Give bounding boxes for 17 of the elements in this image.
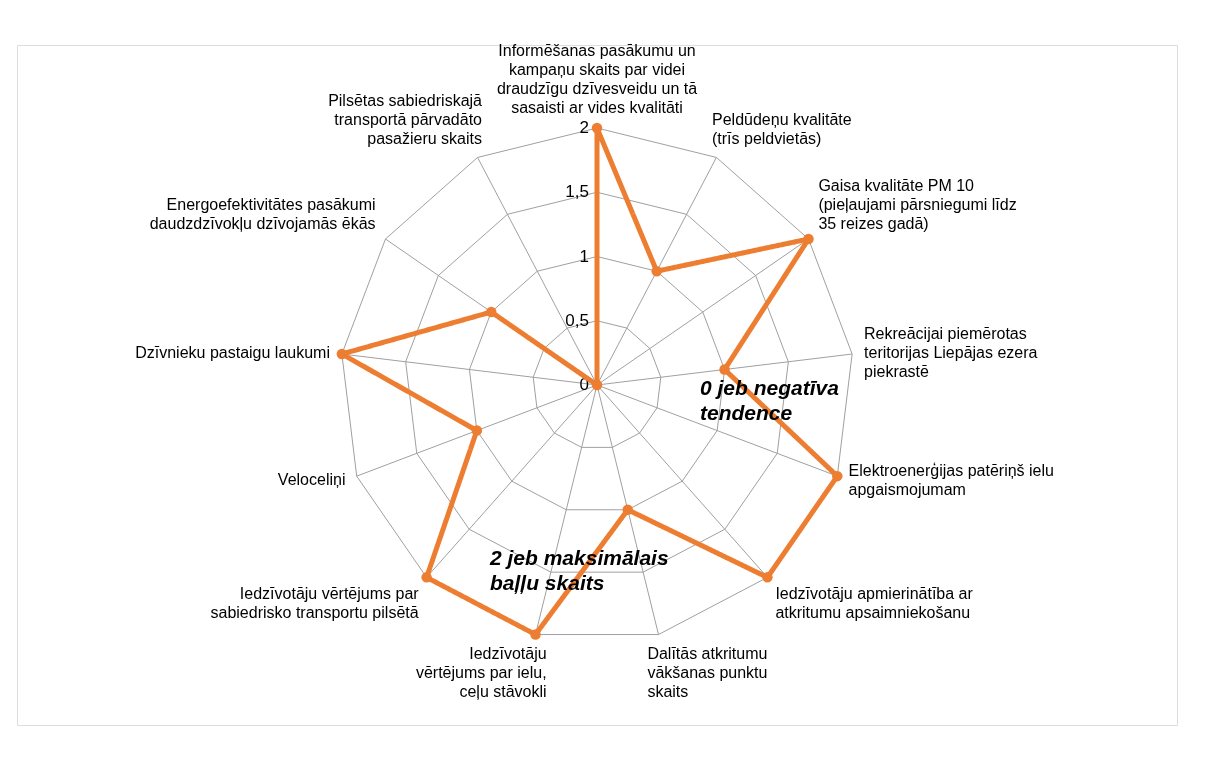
spoke-label: Rekreācijai piemērotas teritorijas Liepājas ezera piekrastē	[864, 324, 1038, 380]
spoke-label: Veloceliņi	[277, 471, 346, 489]
spoke-label: Pilsētas sabiedriskajā transportā pārvadāto pasažieru skaits	[328, 91, 483, 147]
spoke-label: Elektroenerģijas patēriņš ielu apgaismojumam	[848, 461, 1054, 498]
spoke-label: Informēšanas pasākumu un kampaņu skaits par videi draudzīgu dzīvesveidu un tā sasaisti ar vides kvalitāti	[496, 42, 698, 116]
spoke-label: Dzīvnieku pastaigu laukumi	[135, 343, 330, 361]
y-tick-label: 1,5	[565, 182, 589, 202]
spoke-label: Iedzīvotāju vērtējums par ielu, ceļu stāvokli	[415, 645, 547, 701]
y-tick-label: 1	[579, 246, 589, 266]
spoke-label: Gaisa kvalitāte PM 10 (pieļaujami pārsniegumi līdz 35 reizes gadā)	[818, 177, 1017, 233]
spoke-label: Peldūdeņu kvalitāte (trīs peldvietās)	[712, 110, 852, 147]
y-tick-label: 2	[579, 118, 589, 137]
y-tick-label: 0,5	[565, 310, 589, 330]
spoke-label: Iedzīvotāju apmierinātība ar atkritumu apsaimniekošanu	[775, 585, 974, 622]
spoke-label: Iedzīvotāju vērtējums par sabiedrisko transportu pilsētā	[210, 585, 420, 622]
spoke-label: Dalītās atkritumu vākšanas punktu skaits	[647, 645, 768, 701]
spoke-label: Energoefektivitātes pasākumi daudzdzīvokļu dzīvojamās ēkās	[149, 196, 376, 233]
